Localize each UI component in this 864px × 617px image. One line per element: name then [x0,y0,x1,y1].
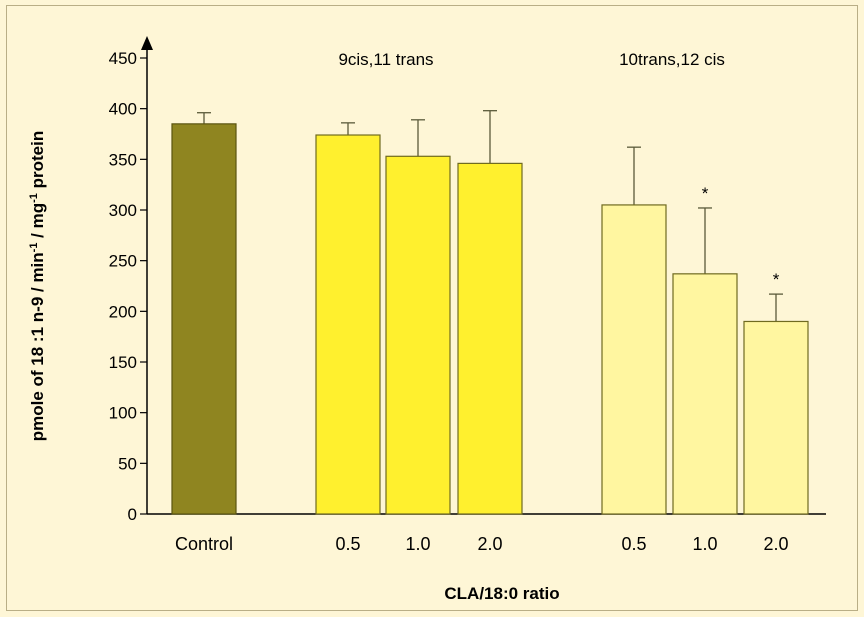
y-tick-label: 150 [109,353,137,372]
bar [171,123,237,515]
bar [457,162,523,515]
y-tick-label: 50 [118,454,137,473]
significance-marker: * [702,184,709,203]
y-tick-label: 400 [109,100,137,119]
bars [171,110,809,515]
group-label: 9cis,11 trans [338,50,433,69]
y-tick-label: 300 [109,201,137,220]
x-tick-label: 1.0 [692,534,717,554]
x-tick-label: 0.5 [621,534,646,554]
y-axis-arrow [141,36,153,50]
y-axis-label-part: / mg [28,203,47,243]
bar [601,204,667,515]
group-label: 10trans,12 cis [619,50,725,69]
y-tick-label: 250 [109,252,137,271]
y-axis-label-superscript: -1 [28,243,40,253]
y-tick-label: 0 [128,505,137,524]
y-tick-label: 350 [109,150,137,169]
x-tick-label: 0.5 [335,534,360,554]
chart-frame [6,5,858,611]
bar [315,134,381,515]
x-tick-label: Control [175,534,233,554]
bar [672,273,738,515]
x-tick-label: 2.0 [477,534,502,554]
x-tick-label: 2.0 [763,534,788,554]
y-axis-label: pmole of 18 :1 n-9 / min-1 / mg-1 protei… [28,131,47,442]
y-axis-label-part: pmole of 18 :1 n-9 / min [28,252,47,441]
x-axis-label: CLA/18:0 ratio [444,584,559,603]
y-tick-label: 200 [109,302,137,321]
y-axis-label-superscript: -1 [28,193,40,203]
y-tick-label: 100 [109,404,137,423]
labels: pmole of 18 :1 n-9 / min-1 / mg-1 protei… [28,50,789,603]
y-tick-label: 450 [109,49,137,68]
bar [385,155,451,515]
bar [743,320,809,515]
x-tick-label: 1.0 [405,534,430,554]
y-axis-label-part: protein [28,131,47,193]
significance-marker: * [773,270,780,289]
